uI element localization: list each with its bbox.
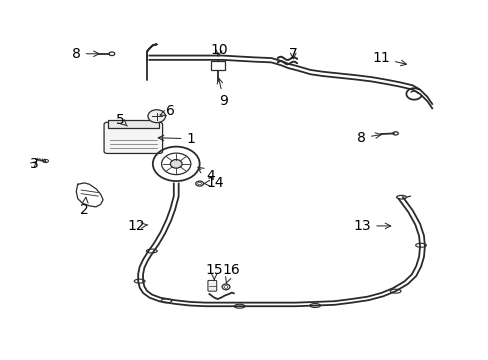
FancyBboxPatch shape (210, 61, 224, 70)
Text: 8: 8 (72, 47, 99, 61)
Text: 4: 4 (198, 167, 214, 183)
Text: 14: 14 (203, 176, 224, 190)
Text: 2: 2 (80, 197, 89, 217)
Text: 7: 7 (288, 48, 297, 62)
FancyBboxPatch shape (108, 120, 158, 128)
Circle shape (170, 159, 182, 168)
Text: 1: 1 (158, 132, 195, 146)
Text: 16: 16 (222, 264, 239, 283)
Text: 3: 3 (29, 157, 38, 171)
Text: 12: 12 (127, 219, 147, 233)
Text: 8: 8 (356, 131, 380, 145)
Text: 15: 15 (205, 264, 223, 280)
FancyBboxPatch shape (207, 280, 216, 291)
Text: 5: 5 (116, 113, 127, 127)
Text: 9: 9 (217, 78, 228, 108)
Text: 6: 6 (160, 104, 175, 118)
Text: 10: 10 (210, 43, 227, 57)
Text: 11: 11 (371, 51, 406, 66)
FancyBboxPatch shape (104, 122, 162, 153)
Circle shape (148, 110, 165, 123)
Text: 13: 13 (353, 219, 390, 233)
